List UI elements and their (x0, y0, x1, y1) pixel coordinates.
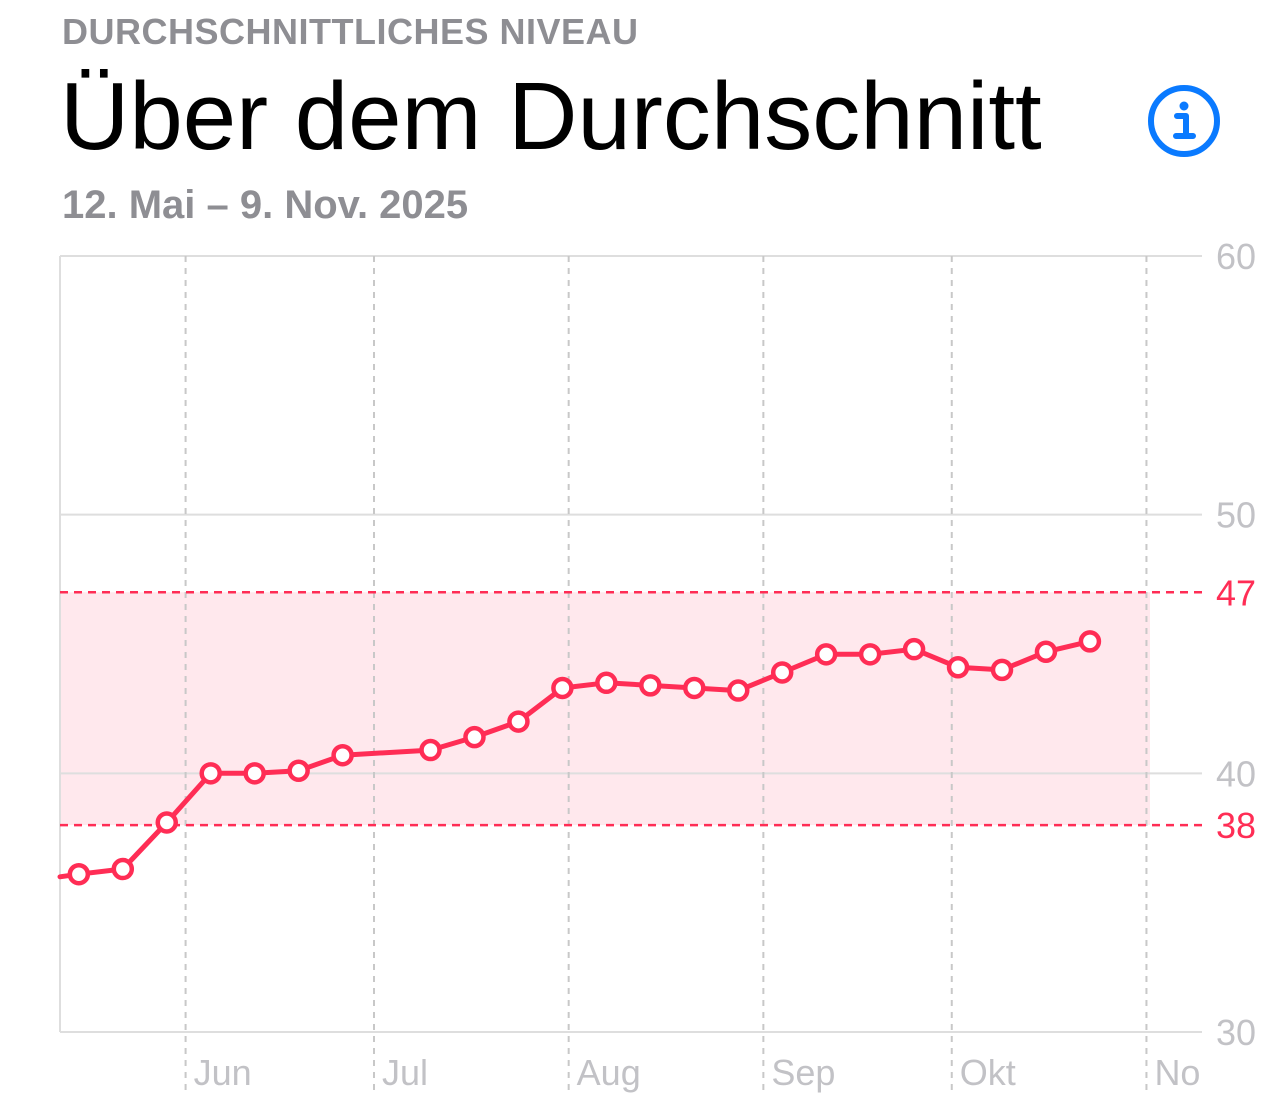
normal-range-band-layer (60, 592, 1150, 826)
data-point[interactable] (507, 710, 530, 733)
data-point[interactable] (814, 643, 838, 666)
x-tick-label: No (1154, 1052, 1200, 1093)
y-tick-label: 30 (1216, 1012, 1256, 1053)
grid-layer (59, 255, 1204, 1095)
data-point[interactable] (639, 674, 662, 697)
y-tick-label: 50 (1216, 495, 1256, 536)
data-point[interactable] (155, 811, 179, 834)
x-tick-label: Sep (771, 1052, 835, 1093)
date-range: 12. Mai – 9. Nov. 2025 (62, 183, 469, 227)
data-point[interactable] (858, 643, 882, 666)
info-circle-icon (1148, 85, 1220, 157)
x-tick-label: Aug (577, 1052, 641, 1093)
y-tick-label: 40 (1216, 753, 1256, 794)
x-tick-label: Jul (382, 1052, 428, 1093)
x-tick-label: Jun (194, 1052, 252, 1093)
page-title: Über dem Durchschnitt (60, 63, 1042, 170)
x-tick-label: Okt (960, 1052, 1016, 1093)
info-button[interactable] (1146, 83, 1222, 159)
normal-range-band (60, 592, 1150, 826)
data-point[interactable] (902, 637, 926, 661)
data-point[interactable] (243, 762, 266, 785)
data-point[interactable] (111, 857, 135, 881)
data-point[interactable] (67, 862, 91, 886)
y-tick-label: 60 (1216, 236, 1256, 277)
data-point[interactable] (770, 661, 794, 684)
range-low-label: 38 (1216, 805, 1256, 846)
axis-label-layer: 60 50 40 30 47 38 Jun Jul Aug Sep Okt No (194, 236, 1256, 1093)
data-point[interactable] (419, 738, 442, 762)
data-point[interactable] (199, 762, 222, 785)
data-point[interactable] (1078, 630, 1102, 653)
data-point[interactable] (331, 743, 354, 767)
data-point[interactable] (726, 679, 750, 702)
data-point[interactable] (595, 671, 618, 695)
range-high-label: 47 (1216, 572, 1256, 613)
data-point[interactable] (463, 725, 486, 749)
series-layer (57, 630, 1102, 886)
data-point[interactable] (683, 676, 706, 700)
data-point[interactable] (990, 658, 1014, 682)
section-kicker: DURCHSCHNITTLICHES NIVEAU (62, 11, 639, 52)
data-point[interactable] (551, 676, 574, 700)
data-point[interactable] (1034, 640, 1058, 664)
data-point[interactable] (946, 656, 970, 679)
data-point[interactable] (287, 759, 310, 782)
